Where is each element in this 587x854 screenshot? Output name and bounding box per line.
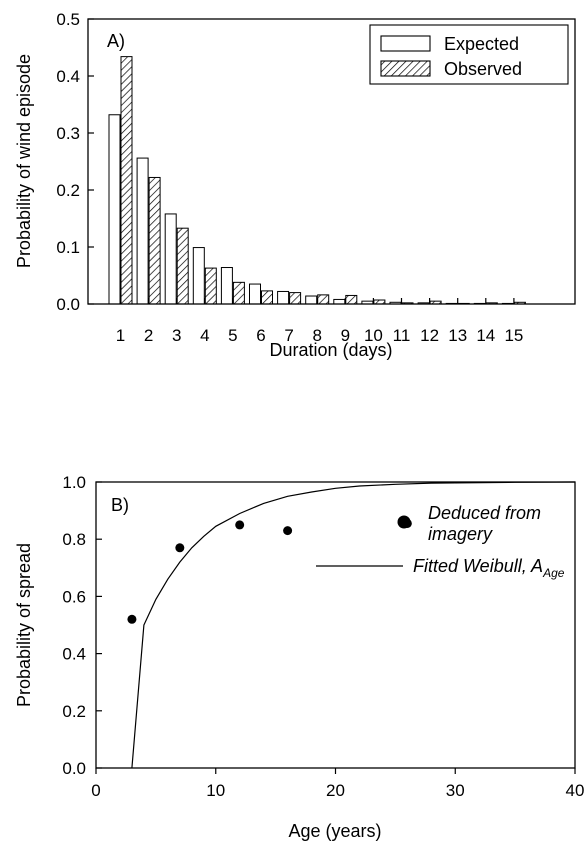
x-tick-label: 1 [116,326,125,345]
data-point [235,520,245,530]
legend-symbol-deduced [397,515,411,529]
y-tick-label: 0.2 [56,181,80,200]
x-tick-label: 7 [284,326,293,345]
y-tick-label: 0.5 [56,10,80,29]
x-tick-label: 2 [144,326,153,345]
x-tick-label: 40 [566,781,585,800]
bar-expected [249,283,261,305]
data-point [127,614,137,624]
bar-expected [108,114,121,305]
bar-observed [232,281,245,305]
legend-label-weibull: Fitted Weibull, AAge [413,556,565,580]
x-tick-label: 10 [206,781,225,800]
legend-swatch-expected [380,35,431,52]
legend-label-observed: Observed [444,59,522,79]
bar-expected [333,298,346,305]
chart-b-y-axis: 0.0 0.2 0.4 0.6 0.8 1.0 [62,473,102,778]
chart-b-panel-label: B) [111,495,129,515]
legend-label-deduced-line1: Deduced from [428,503,541,523]
chart-a-bars [108,56,526,305]
x-tick-label: 12 [420,326,439,345]
x-tick-label: 15 [504,326,523,345]
x-tick-label: 6 [256,326,265,345]
x-tick-label: 14 [476,326,495,345]
bar-observed [345,294,358,305]
bar-expected [220,267,233,305]
x-tick-label: 9 [341,326,350,345]
bar-observed [317,294,330,305]
y-tick-label: 0.3 [56,124,80,143]
x-tick-label: 11 [393,326,411,345]
y-tick-label: 0.6 [62,587,86,606]
y-tick-label: 0.1 [56,238,80,257]
bar-expected [305,295,318,305]
weibull-curve [131,481,576,769]
data-point [175,543,185,553]
legend-label-expected: Expected [444,34,519,54]
y-tick-label: 0.4 [62,645,86,664]
bar-observed [289,292,302,305]
bar-observed [176,227,189,305]
bar-observed [261,290,273,305]
chart-b-x-axis: 0 10 20 30 40 [91,768,584,800]
chart-b-x-axis-title: Age (years) [288,821,381,841]
y-tick-label: 0.2 [62,702,86,721]
legend-label-weibull-subscript: Age [542,566,565,580]
chart-a-panel-label: A) [107,31,125,51]
x-tick-label: 10 [364,326,383,345]
x-tick-label: 3 [172,326,181,345]
y-tick-label: 0.8 [62,530,86,549]
chart-a-x-axis-title: Duration (days) [269,340,392,360]
chart-b-legend: Deduced from imagery Fitted Weibull, AAg… [316,503,565,580]
chart-b-y-axis-title: Probability of spread [14,543,34,707]
bar-observed [148,176,161,305]
bar-expected [277,290,290,305]
y-tick-label: 0.0 [62,759,86,778]
chart-b: 0.0 0.2 0.4 0.6 0.8 1.0 0 10 20 30 40 B) Age (yea… [14,473,584,841]
chart-a-y-axis-title: Probability of wind episode [14,54,34,268]
y-tick-label: 0.4 [56,67,80,86]
bar-expected [164,213,177,305]
chart-b-points [127,518,412,624]
x-tick-label: 0 [91,781,100,800]
legend-label-weibull-main: Fitted Weibull, A [413,556,543,576]
legend-label-deduced-line2: imagery [428,524,493,544]
bar-observed [120,56,133,305]
chart-a-plot-frame [87,18,576,305]
y-tick-label: 1.0 [62,473,86,492]
x-tick-label: 13 [448,326,467,345]
x-tick-label: 20 [326,781,345,800]
legend-swatch-observed [380,60,431,77]
y-tick-label: 0.0 [56,295,80,314]
bar-observed [204,267,217,305]
x-tick-label: 4 [200,326,209,345]
chart-b-plot-frame [95,481,576,769]
chart-a-legend: Expected Observed [369,24,569,85]
chart-a-y-axis: 0.0 0.1 0.2 0.3 0.4 0.5 [56,10,94,314]
data-point [283,526,293,536]
bar-expected [192,247,205,305]
x-tick-label: 30 [446,781,465,800]
chart-a: 0.00.10.20.30.40.5 1 2 3 4 5 6 7 8 9 10 11 12 13 14 15… [14,10,576,360]
x-tick-label: 5 [228,326,237,345]
bar-expected [136,157,149,305]
x-tick-label: 8 [312,326,321,345]
chart-a-x-axis: 1 2 3 4 5 6 7 8 9 10 11 12 13 14 15 [116,298,523,345]
